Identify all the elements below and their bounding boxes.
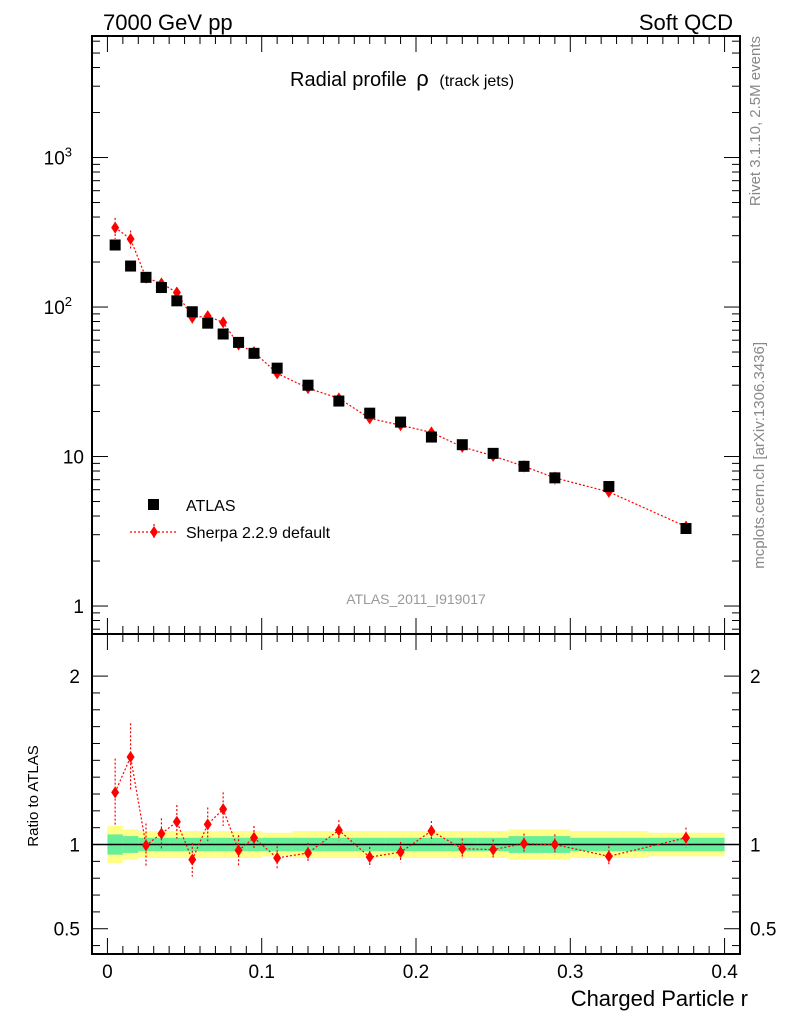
data-point [248,347,260,359]
legend-data-marker [148,499,159,510]
ratio-y-tick-label-right: 2 [750,667,761,688]
legend-mc-marker [150,526,158,538]
plot-title-sub: (track jets) [439,73,514,90]
data-point [456,439,468,451]
header-right: Soft QCD [639,10,733,35]
x-tick-label: 0.2 [403,962,429,983]
data-point [395,416,407,428]
x-tick-label: 0.3 [557,962,583,983]
ratio-mc-point [334,824,343,837]
data-point [233,336,245,348]
data-point [518,460,530,472]
ratio-mc-point [219,803,228,816]
y-tick-label-main: 1 [73,597,84,618]
ratio-mc-point [682,831,690,844]
plot-title-symbol: ρ [416,66,429,91]
main-frame [91,35,741,635]
y-tick-label-main: 10 [63,448,84,469]
ratio-mc-point [550,838,559,851]
ratio-mc-point [458,842,467,855]
data-point [333,395,345,407]
data-point [425,431,437,443]
ratio-panel: 0.5 0.5 1 1 2 2 0 0.1 0.2 0.3 0.4 [54,633,777,983]
y-tick-label-main: 102 [44,294,72,319]
mc-series-ratio [111,723,690,877]
mc-line [114,227,687,528]
ratio-ticks [92,634,740,954]
data-point [125,260,137,272]
x-tick-label: 0.1 [249,962,275,983]
ratio-mc-point [157,827,166,840]
ratio-mc-point [304,846,312,859]
ratio-y-axis-label: Ratio to ATLAS [25,745,42,846]
main-y-tick-labels: 1 10 102 103 [44,145,84,618]
side-bottom-label: mcplots.cern.ch [arXiv:1306.3436] [751,342,768,569]
x-tick-label: 0.4 [711,962,738,983]
data-point [271,362,283,374]
mc-series-main [111,217,690,533]
y-tick-label-main: 103 [44,145,72,170]
data-point [302,379,314,391]
ratio-frame [91,633,741,955]
data-point [140,271,152,283]
ratio-mc-point [126,750,135,763]
ratio-mc-point [396,846,405,859]
ratio-mc-point [250,831,258,844]
plot-title: Radial profile ρ (track jets) [290,66,514,91]
data-point [487,447,499,459]
data-point [549,472,561,484]
ratio-mc-point [203,818,212,831]
data-point [202,317,214,329]
ratio-mc-point [365,851,374,864]
ratio-mc-point [520,837,528,850]
ratio-mc-point [273,852,282,864]
legend-data-label: ATLAS [186,498,236,515]
ratio-mc-point [489,843,498,856]
data-point [217,328,229,340]
main-ticks [92,36,740,634]
ratio-y-tick-label: 2 [69,667,80,688]
analysis-label: ATLAS_2011_I919017 [346,591,486,607]
ratio-y-tick-label: 0.5 [54,920,80,941]
ratio-tick-labels: 0.5 0.5 1 1 2 2 0 0.1 0.2 0.3 0.4 [54,667,777,983]
ratio-mc-point [427,825,436,838]
data-point [171,295,183,307]
data-point [364,407,376,419]
data-point [603,481,615,493]
ratio-mc-point [172,815,181,828]
ratio-mc-point [234,844,243,857]
data-point [155,282,167,294]
data-point [680,523,692,535]
plot-title-main: Radial profile [290,69,407,91]
mc-point [111,221,120,234]
legend: ATLAS Sherpa 2.2.9 default [130,498,331,542]
mc-point [126,233,135,246]
ratio-mc-point [188,853,197,866]
ratio-mc-line [114,754,687,862]
main-panel: 1 10 102 103 [44,35,741,635]
ratio-mc-point [142,839,150,852]
side-top-label: Rivet 3.1.10, 2.5M events [747,36,764,206]
legend-mc-label: Sherpa 2.2.9 default [186,525,331,542]
ratio-y-tick-label: 1 [69,836,80,857]
mc-point [219,316,228,329]
x-axis-label: Charged Particle r [571,986,748,1011]
x-tick-label: 0 [102,962,113,983]
ratio-y-tick-label-right: 1 [750,836,761,857]
data-series-main [109,239,692,535]
ratio-mc-point [111,786,120,799]
header-left: 7000 GeV pp [103,10,233,35]
data-point [186,306,198,318]
data-point [109,239,121,251]
ratio-y-tick-label-right: 0.5 [750,920,776,941]
ratio-mc-point [604,850,613,863]
